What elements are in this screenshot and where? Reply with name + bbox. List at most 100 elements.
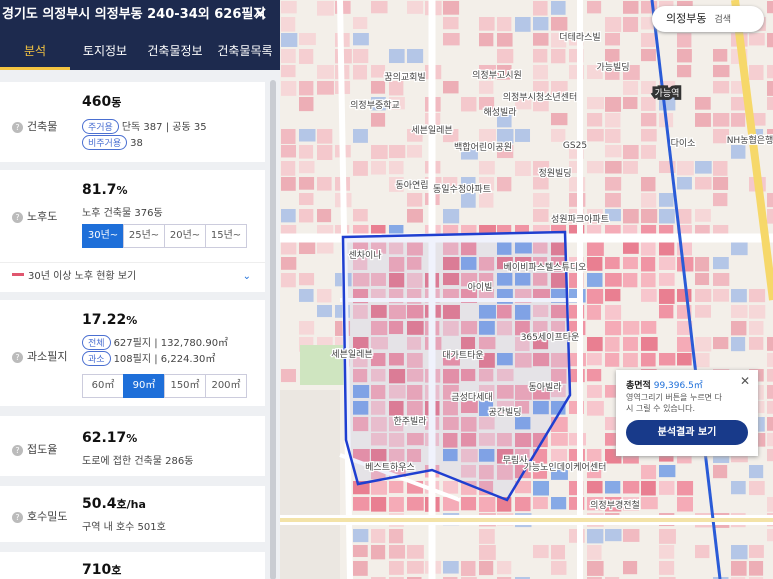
- parcel: [389, 497, 404, 512]
- option-button[interactable]: 30년~: [82, 224, 124, 248]
- parcel: [587, 273, 603, 287]
- label: 건축물: [12, 118, 57, 134]
- map-label: 가능빌딩: [596, 62, 629, 73]
- parcel: [587, 241, 604, 256]
- search-text: 의정부동: [666, 12, 707, 25]
- parcel: [407, 385, 423, 400]
- parcel: [713, 465, 728, 479]
- parcel: [533, 209, 549, 222]
- parcel: [767, 449, 773, 462]
- parcel: [587, 113, 603, 127]
- parcel: [767, 129, 773, 143]
- tab[interactable]: 분석: [0, 36, 70, 70]
- parcel: [533, 241, 548, 254]
- search-button[interactable]: 검색: [714, 15, 732, 25]
- scrollbar[interactable]: [270, 80, 276, 579]
- parcel: [659, 97, 676, 111]
- parcel: [497, 17, 512, 32]
- parcel: [407, 497, 424, 511]
- parcel: [299, 209, 314, 223]
- label: 총면적: [626, 381, 651, 391]
- selected-area: [341, 230, 572, 502]
- parcel: [551, 449, 567, 462]
- parcel: [353, 497, 370, 511]
- search-box[interactable]: 의정부동 검색: [652, 6, 764, 32]
- close-button[interactable]: ✕: [252, 4, 268, 25]
- parcel: [317, 241, 334, 254]
- option-button[interactable]: 90㎡: [123, 374, 165, 398]
- parcel: [767, 497, 773, 512]
- tab[interactable]: 건축물정보: [147, 44, 203, 58]
- option-button[interactable]: 60㎡: [82, 374, 124, 398]
- parcel: [605, 289, 621, 302]
- parcel: [533, 321, 548, 336]
- parcel: [749, 65, 764, 80]
- map-label: 의정부고시원: [472, 70, 522, 81]
- label: 접도율: [12, 441, 57, 457]
- map-label: 정원빌딩: [538, 168, 571, 179]
- parcel: [389, 161, 404, 175]
- parcel: [659, 305, 674, 319]
- option-button[interactable]: 200㎡: [205, 374, 247, 398]
- map-label: 가능역: [655, 88, 680, 99]
- result-button[interactable]: 분석결과 보기: [626, 420, 748, 445]
- option-button[interactable]: 15년~: [205, 224, 247, 248]
- parcel: [353, 545, 368, 558]
- parcel: [659, 289, 675, 304]
- parcel: [317, 129, 333, 144]
- number: 460: [82, 94, 112, 110]
- toggle-row[interactable]: 30년 이상 노후 현황 보기 ⌄: [0, 262, 265, 293]
- parcel: [605, 193, 621, 208]
- parcel: [551, 33, 567, 48]
- parcel: [371, 337, 388, 350]
- parcel: [353, 17, 368, 30]
- close-button[interactable]: ✕: [739, 374, 750, 388]
- parcel: [443, 129, 459, 143]
- parcel: [605, 321, 622, 336]
- parcel: [371, 241, 387, 254]
- parcel: [281, 33, 298, 47]
- map-label: 가능노인데이케어센터: [524, 462, 607, 473]
- parcel: [659, 481, 675, 495]
- parcel: [407, 401, 423, 416]
- count: 627필지: [113, 338, 152, 349]
- parcel: [479, 385, 495, 400]
- tab[interactable]: 토지정보: [82, 44, 128, 58]
- parcel: [641, 481, 656, 496]
- parcel: [389, 97, 405, 110]
- parcel: [389, 49, 405, 64]
- parcel: [713, 161, 728, 176]
- parcel: [551, 17, 568, 31]
- option-button[interactable]: 25년~: [123, 224, 165, 248]
- parcel: [407, 129, 423, 142]
- parcel: [461, 241, 477, 256]
- option-button[interactable]: 150㎡: [164, 374, 206, 398]
- parcel: [389, 369, 406, 384]
- parcel: [587, 257, 603, 271]
- parcel: [479, 465, 494, 480]
- parcel: [605, 145, 622, 158]
- parcel: [407, 353, 423, 368]
- option-button[interactable]: 20년~: [164, 224, 206, 248]
- parcel: [479, 369, 494, 382]
- parcel: [659, 545, 675, 559]
- parcel: [353, 257, 368, 270]
- parcel: [353, 305, 368, 319]
- parcel: [389, 385, 406, 399]
- parcel: [443, 1, 460, 15]
- parcel: [371, 1, 388, 14]
- parcel: [641, 113, 657, 127]
- parcel: [371, 353, 386, 367]
- parcel: [443, 273, 460, 286]
- parcel: [497, 257, 513, 270]
- parcel: [731, 481, 746, 495]
- parcel: [371, 529, 386, 543]
- parcel: [371, 417, 387, 432]
- parcel: [389, 481, 404, 494]
- parcel: [767, 33, 773, 48]
- tab[interactable]: 건축물목록: [217, 44, 273, 58]
- parcel: [623, 529, 640, 542]
- parcel: [353, 369, 368, 383]
